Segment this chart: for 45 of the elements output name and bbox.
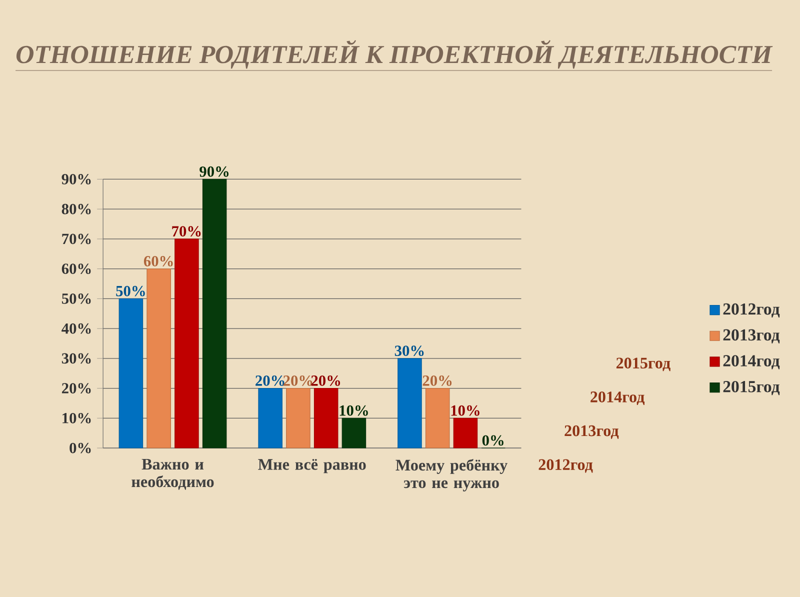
legend-label: 2012год xyxy=(723,303,780,318)
data-label: 90% xyxy=(200,166,229,177)
legend-label: 2015год xyxy=(723,380,780,395)
data-label: 20% xyxy=(422,375,452,386)
text: 2013год xyxy=(564,425,619,439)
bar xyxy=(174,238,199,448)
data-label: 10% xyxy=(340,405,368,416)
y-tick-label: 40% xyxy=(62,323,91,334)
bar xyxy=(258,388,282,448)
y-tick-label: 20% xyxy=(62,382,91,394)
bar xyxy=(146,268,171,448)
data-label: 0% xyxy=(482,435,504,446)
data-label: 30% xyxy=(394,345,424,356)
data-label: 20% xyxy=(256,375,284,386)
text: 2015год xyxy=(616,357,670,371)
y-tick-label: 30% xyxy=(62,353,91,364)
y-tick-label: 90% xyxy=(62,174,91,184)
bar xyxy=(118,298,144,448)
bar xyxy=(202,178,227,448)
data-label: 20% xyxy=(283,375,312,386)
y-tick-label: 80% xyxy=(62,204,91,214)
data-label: 70% xyxy=(172,226,201,236)
data-label: 10% xyxy=(451,405,480,416)
data-label: 20% xyxy=(311,375,340,386)
data-label: 60% xyxy=(144,256,173,266)
x-tick-label: Моему ребёнку это не нужно xyxy=(396,458,508,492)
text: 2012год xyxy=(538,459,593,473)
data-label: 50% xyxy=(116,286,145,296)
chart-title: ОТНОШЕНИЕ РОДИТЕЛЕЙ К ПРОЕКТНОЙ ДЕЯТЕЛЬНОСТИ xyxy=(16,40,773,68)
bar xyxy=(453,418,478,448)
x-tick-label: Мне всё равно xyxy=(258,458,366,473)
bar xyxy=(342,418,366,448)
bar xyxy=(398,358,422,448)
y-tick-label: 10% xyxy=(62,412,91,424)
y-tick-label: 50% xyxy=(62,293,91,304)
bar xyxy=(314,388,338,448)
x-tick-label: Важно и необходимо xyxy=(132,458,214,490)
y-tick-label: 60% xyxy=(62,263,91,274)
text: 2014год xyxy=(590,391,645,405)
y-tick-label: 0% xyxy=(70,442,91,454)
bar xyxy=(425,388,450,448)
bar xyxy=(286,388,310,448)
legend-label: 2013год xyxy=(723,329,780,344)
legend-label: 2014год xyxy=(723,354,780,370)
y-tick-label: 70% xyxy=(62,234,91,244)
